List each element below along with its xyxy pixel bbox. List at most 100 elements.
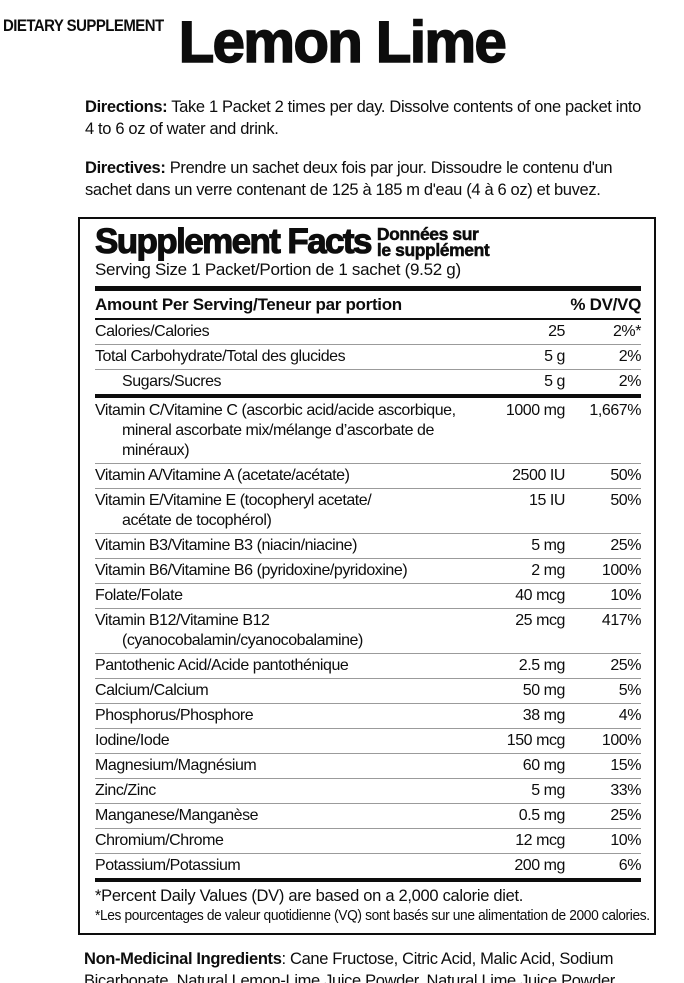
nutrient-dv: 1,667% [589,402,641,419]
nutrient-dv: 4% [618,707,642,724]
footnote-en: *Percent Daily Values (DV) are based on … [95,887,524,905]
table-row: Chromium/Chrome 12 mcg 10% [95,828,641,853]
nutrient-dv: 100% [601,732,642,749]
nutrient-dv: 2%* [612,323,641,340]
product-title: Lemon Lime [178,10,508,75]
table-row: Zinc/Zinc 5 mg 33% [95,778,641,803]
directions-fr: Directives: Prendre un sachet deux fois … [85,157,648,201]
nutrient-name: Vitamin B3/Vitamine B3 (niacin/niacine) [95,537,358,554]
nutrient-amount: 25 mcg [515,612,565,629]
directions-section: Directions: Take 1 Packet 2 times per da… [85,96,648,201]
footnote-fr: *Les pourcentages de valeur quotidienne … [95,908,650,924]
table-row: Phosphorus/Phosphore 38 mg 4% [95,703,641,728]
table-row: Magnesium/Magnésium 60 mg 15% [95,753,641,778]
column-header-amount: Amount Per Serving/Teneur par portion [95,295,402,314]
directions-fr-text: Prendre un sachet deux fois par jour. Di… [85,158,613,199]
nutrient-amount: 200 mg [514,857,565,874]
facts-column-header: Amount Per Serving/Teneur par portion % … [95,291,641,320]
nutrient-name: Iodine/Iode [95,732,170,749]
table-row: Calories/Calories 25 2%* [95,320,641,344]
nutrient-name-cell: Calcium/Calcium [95,681,481,701]
nutrient-amount: 5 g [544,373,565,390]
directions-fr-label: Directives: [85,158,166,177]
nutrient-name: Vitamin B12/Vitamine B12 [95,612,270,629]
table-row: Potassium/Potassium 200 mg 6% [95,853,641,878]
directions-en-label: Directions: [85,98,168,116]
nutrient-dv: 33% [610,782,641,799]
nutrient-name-cell: Potassium/Potassium [95,856,481,876]
nutrient-name-cell: Calories/Calories [95,322,481,342]
nutrient-name: Vitamin B6/Vitamine B6 (pyridoxine/pyrid… [95,562,408,579]
nutrient-name-cell: Vitamin B6/Vitamine B6 (pyridoxine/pyrid… [95,561,481,581]
nutrient-amount: 38 mg [522,707,566,724]
nutrient-dv: 10% [610,587,641,604]
nutrient-amount: 25 [548,323,565,340]
nutrient-dv: 2% [618,373,642,390]
nutrient-name-cell: Manganese/Manganèse [95,806,481,826]
nutrient-name-cell: Sugars/Sucres [95,372,481,392]
nutrient-name-cell: Phosphorus/Phosphore [95,706,481,726]
nutrient-name-cell: Iodine/Iode [95,731,481,751]
nutrient-dv: 15% [610,757,641,774]
table-row: Sugars/Sucres 5 g 2% [95,369,641,394]
table-row: Vitamin B6/Vitamine B6 (pyridoxine/pyrid… [95,558,641,583]
table-row: Manganese/Manganèse 0.5 mg 25% [95,803,641,828]
nutrient-dv: 50% [610,467,641,484]
nutrient-amount: 150 mcg [506,732,566,749]
nutrient-name-continuation: (cyanocobalamin/cyanocobalamine) [122,632,363,649]
nutrient-name: Zinc/Zinc [95,782,156,799]
nutrient-amount: 5 mg [531,537,565,554]
ingredients-label: Non-Medicinal Ingredients [84,950,282,968]
nutrient-name: Chromium/Chrome [95,832,224,849]
table-row: Folate/Folate 40 mcg 10% [95,583,641,608]
nutrient-name-cell: Vitamin B12/Vitamine B12 (cyanocobalamin… [95,611,481,651]
facts-rows: Calories/Calories 25 2%* Total Carbohydr… [95,320,641,878]
nutrient-name: Vitamin C/Vitamine C (ascorbic acid/acid… [95,402,456,419]
nutrient-amount: 5 g [544,348,565,365]
nutrient-amount: 5 mg [531,782,565,799]
facts-footnotes: *Percent Daily Values (DV) are based on … [95,878,650,928]
nutrient-name: Folate/Folate [95,587,183,604]
table-row: Vitamin C/Vitamine C (ascorbic acid/acid… [95,394,641,463]
nutrient-name: Potassium/Potassium [95,857,241,874]
nutrient-name-cell: Total Carbohydrate/Total des glucides [95,347,481,367]
table-row: Vitamin A/Vitamine A (acetate/acétate) 2… [95,463,641,488]
directions-en: Directions: Take 1 Packet 2 times per da… [85,96,648,140]
nutrient-name: Vitamin A/Vitamine A (acetate/acétate) [95,467,350,484]
supplement-label: DIETARY SUPPLEMENT Lemon Lime Directions… [0,10,684,983]
nutrient-name: Phosphorus/Phosphore [95,707,254,724]
nutrient-name: Total Carbohydrate/Total des glucides [95,348,346,365]
nutrient-amount: 2 mg [531,562,565,579]
nutrient-dv: 100% [601,562,642,579]
nutrient-name-cell: Chromium/Chrome [95,831,481,851]
nutrient-name-cell: Folate/Folate [95,586,481,606]
nutrient-dv: 5% [618,682,642,699]
nutrient-amount: 2500 IU [512,467,565,484]
nutrient-amount: 40 mcg [515,587,565,604]
table-row: Total Carbohydrate/Total des glucides 5 … [95,344,641,369]
nutrient-amount: 0.5 mg [518,807,566,824]
nutrient-name-cell: Vitamin C/Vitamine C (ascorbic acid/acid… [95,401,481,461]
nutrient-amount: 12 mcg [515,832,565,849]
nutrient-dv: 25% [610,807,641,824]
facts-title-en: Supplement Facts [94,222,373,261]
nutrient-name-continuation: mineral ascorbate mix/mélange d’ascorbat… [122,422,434,459]
nutrient-name: Pantothenic Acid/Acide pantothénique [95,657,349,674]
column-header-dv: % DV/VQ [570,295,641,314]
nutrient-amount: 50 mg [522,682,566,699]
nutrient-dv: 25% [610,657,641,674]
table-row: Pantothenic Acid/Acide pantothénique 2.5… [95,653,641,678]
facts-header: Supplement Facts Données sur le suppléme… [94,222,641,261]
table-row: Vitamin B12/Vitamine B12 (cyanocobalamin… [95,608,641,653]
nutrient-name-cell: Vitamin E/Vitamine E (tocopheryl acetate… [95,491,481,531]
nutrient-name-continuation: acétate de tocophérol) [122,512,272,529]
nutrient-name-cell: Zinc/Zinc [95,781,481,801]
nutrient-amount: 1000 mg [505,402,566,419]
nutrient-name: Manganese/Manganèse [95,807,259,824]
table-row: Iodine/Iode 150 mcg 100% [95,728,641,753]
table-row: Vitamin E/Vitamine E (tocopheryl acetate… [95,488,641,533]
non-medicinal-ingredients: Non-Medicinal Ingredients: Cane Fructose… [84,948,662,983]
nutrient-dv: 2% [618,348,642,365]
nutrient-amount: 15 IU [529,492,565,509]
directions-en-text: Take 1 Packet 2 times per day. Dissolve … [85,98,641,138]
